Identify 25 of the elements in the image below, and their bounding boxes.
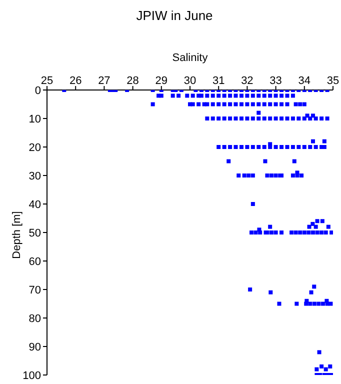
x-tick-label: 26	[69, 75, 82, 87]
y-tick-label: 80	[28, 312, 41, 325]
x-tick-label: 34	[298, 75, 311, 87]
x-tick-label: 27	[98, 75, 110, 87]
x-tick-label: 31	[212, 75, 225, 87]
y-axis-title: Depth [m]	[11, 210, 24, 261]
x-tick-label: 25	[40, 75, 54, 87]
y-tick-label: 20	[28, 142, 41, 154]
y-tick-label: 60	[28, 256, 41, 268]
x-axis-title: Salinity	[171, 52, 209, 64]
x-tick-label: 28	[126, 75, 139, 87]
y-tick-label: 100	[22, 370, 41, 382]
y-tick-label: 30	[28, 170, 41, 182]
y-tick-label: 50	[28, 227, 41, 240]
x-tick-label: 32	[241, 75, 254, 87]
x-tick-label: 33	[270, 75, 282, 87]
y-tick-label: 40	[28, 198, 41, 211]
y-tick-label: 90	[28, 341, 41, 354]
y-tick-label: 0	[34, 84, 41, 97]
x-tick-label: 29	[155, 75, 168, 87]
chart-title: JPIW in June	[135, 8, 214, 23]
x-tick-label: 30	[184, 75, 196, 87]
x-tick-label: 35	[326, 75, 340, 87]
y-tick-label: 10	[28, 113, 41, 126]
y-tick-label: 70	[28, 284, 41, 296]
